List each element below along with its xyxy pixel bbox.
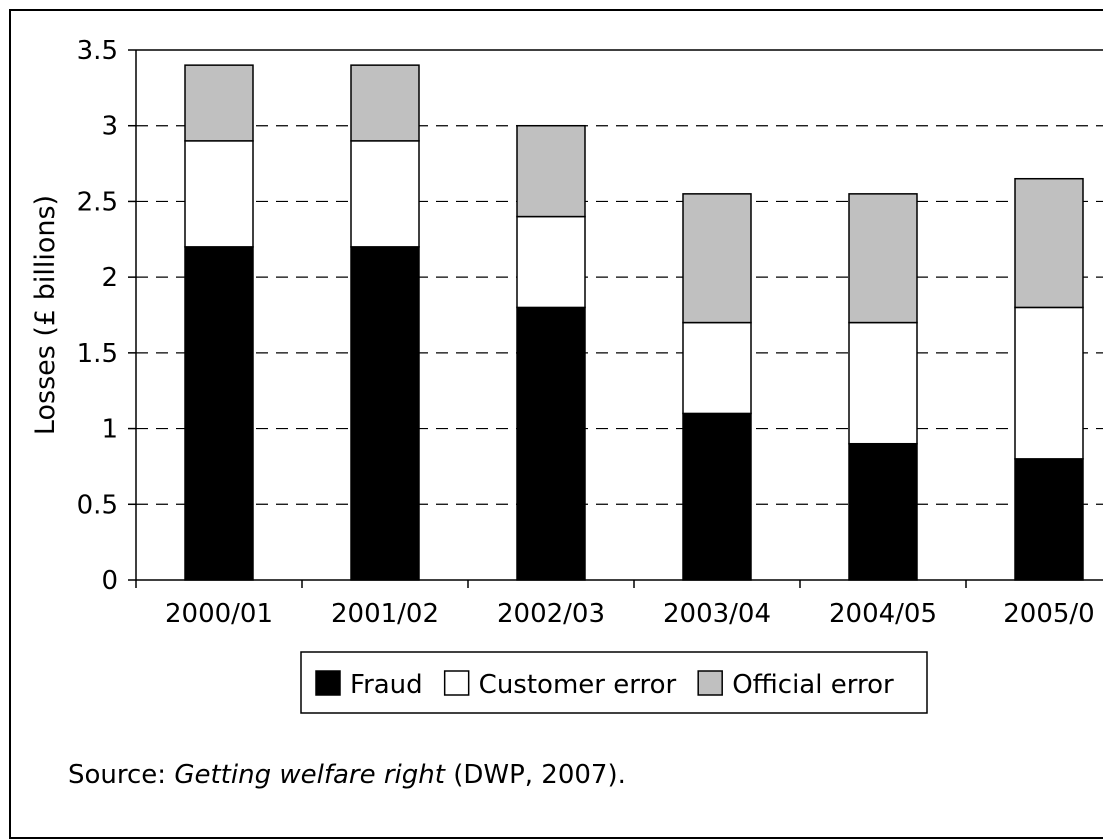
grid-lines [136, 49, 1103, 505]
bar-official-error [682, 193, 752, 324]
legend-label: Official error [732, 670, 894, 700]
source-title: Getting welfare right [174, 760, 445, 790]
bar-official-error [848, 193, 918, 324]
bar-fraud [184, 246, 254, 581]
bar-customer-error [682, 321, 752, 415]
y-tick-label: 0 [101, 566, 118, 596]
bar-customer-error [184, 140, 254, 248]
bar-official-error [184, 64, 254, 142]
axes: 0 0.5 1 1.5 2 2.5 3 3.5 2000/01 2001/02 2002/03 200… [77, 36, 1103, 629]
legend-swatch [697, 670, 723, 696]
bar-customer-error [1014, 306, 1084, 460]
bar-official-error [516, 124, 586, 218]
legend-swatch [443, 670, 470, 696]
y-tick-label: 3.5 [77, 36, 118, 66]
legend-label: Fraud [350, 670, 423, 700]
x-tick-label: 2000/01 [165, 599, 273, 629]
legend-box [300, 651, 928, 714]
bar-fraud [1014, 458, 1084, 581]
x-tick-label: 2004/05 [829, 599, 937, 629]
bar-official-error [1014, 177, 1084, 309]
y-tick-label: 2.5 [77, 187, 118, 217]
bars [184, 64, 1084, 581]
legend: Fraud Customer error Official error [300, 651, 928, 714]
y-axis-label: Losses (£ billions) [30, 195, 61, 435]
bar-customer-error [516, 215, 586, 309]
x-tick-label: 2005/0 [1003, 599, 1094, 629]
legend-label: Customer error [479, 670, 677, 700]
y-tick-label: 2 [101, 263, 118, 293]
source-note: Source: Getting welfare right (DWP, 2007… [68, 760, 626, 790]
x-tick-label: 2003/04 [663, 599, 771, 629]
y-tick-label: 0.5 [77, 490, 118, 520]
y-tick-label: 1.5 [77, 339, 118, 369]
bar-customer-error [350, 140, 420, 248]
bar-fraud [682, 412, 752, 581]
bar-fraud [516, 306, 586, 581]
bar-fraud [848, 442, 918, 581]
bar-official-error [350, 64, 420, 142]
legend-swatch [315, 670, 341, 696]
y-tick-label: 1 [101, 415, 118, 445]
x-tick-label: 2002/03 [497, 599, 605, 629]
source-suffix: (DWP, 2007). [444, 760, 626, 790]
bar-fraud [350, 246, 420, 581]
x-tick-label: 2001/02 [331, 599, 439, 629]
source-prefix: Source: [68, 760, 175, 790]
y-tick-label: 3 [101, 112, 118, 142]
bar-customer-error [848, 321, 918, 445]
stacked-bar-chart: 0 0.5 1 1.5 2 2.5 3 3.5 2000/01 2001/02 2002/03 200… [30, 36, 1103, 714]
